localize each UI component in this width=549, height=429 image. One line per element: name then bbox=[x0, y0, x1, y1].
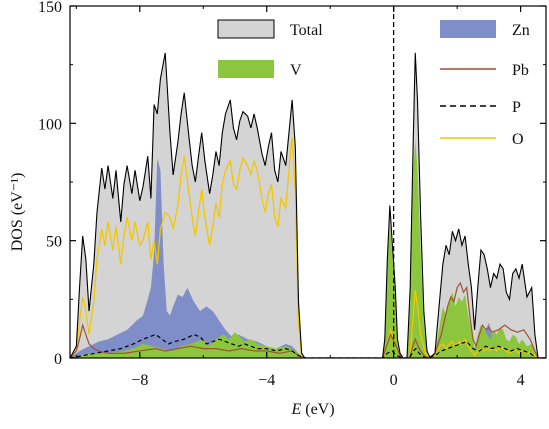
y-tick-label: 50 bbox=[46, 234, 62, 251]
x-tick-label: −8 bbox=[131, 372, 148, 389]
series-pb-line bbox=[70, 281, 546, 358]
y-tick-label: 100 bbox=[38, 116, 62, 133]
legend-label-zn: Zn bbox=[512, 22, 530, 39]
legend-swatch-v bbox=[218, 60, 274, 78]
series-zn-area bbox=[70, 158, 546, 358]
x-tick-label: −4 bbox=[258, 372, 275, 389]
y-axis-label: DOS (eV⁻¹) bbox=[9, 173, 26, 252]
legend-swatch-total bbox=[217, 19, 275, 39]
series-total-line bbox=[70, 52, 546, 358]
x-axis-label-unit: (eV) bbox=[301, 401, 334, 418]
series-p-line bbox=[70, 333, 546, 358]
legend-swatch-zn bbox=[440, 20, 496, 38]
legend-label-pb: Pb bbox=[512, 62, 529, 79]
legend-label-p: P bbox=[512, 99, 521, 116]
axes-layer: −8 −4 0 4 0 50 100 150 bbox=[38, 0, 547, 389]
series-total-area bbox=[70, 52, 546, 358]
x-axis-label-symbol: E bbox=[290, 401, 301, 418]
plot-layer bbox=[70, 6, 546, 358]
legend-label-v: V bbox=[290, 62, 302, 79]
legend-label-total: Total bbox=[290, 22, 323, 39]
y-tick-label: 150 bbox=[38, 0, 62, 16]
series-o-line bbox=[70, 137, 546, 358]
legend-label-o: O bbox=[512, 131, 524, 148]
x-tick-label: 4 bbox=[517, 372, 525, 389]
series-v-area bbox=[70, 139, 546, 358]
x-axis-label: E (eV) bbox=[290, 401, 334, 418]
x-tick-label: 0 bbox=[390, 372, 398, 389]
y-tick-label: 0 bbox=[54, 351, 62, 368]
legend: Total V Zn Pb PO bbox=[217, 19, 530, 148]
